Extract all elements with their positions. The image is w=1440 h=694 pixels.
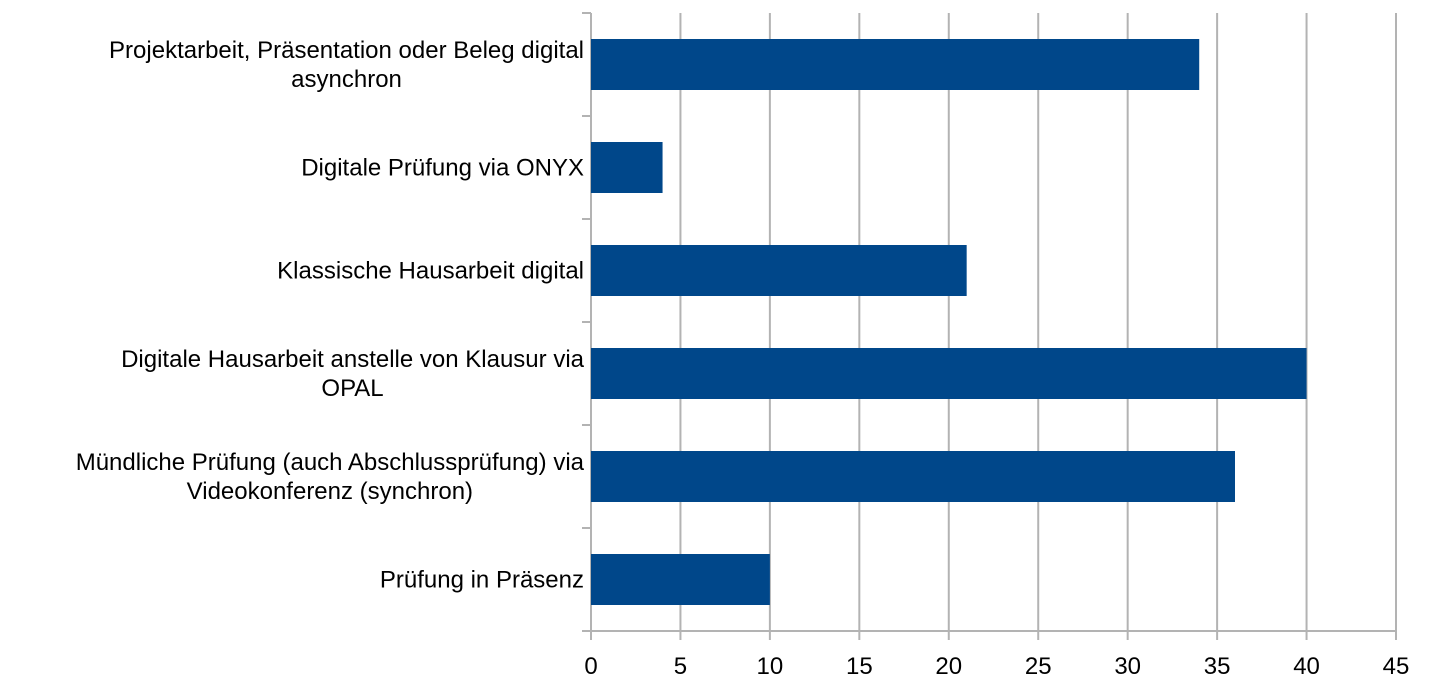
bar-3 bbox=[591, 348, 1307, 399]
x-tick-label: 10 bbox=[757, 653, 784, 680]
category-label-3: Digitale Hausarbeit anstelle von Klausur… bbox=[121, 346, 585, 402]
category-label-layer: Projektarbeit, Präsentation oder Beleg d… bbox=[76, 37, 585, 594]
grid-layer bbox=[679, 13, 1397, 631]
x-tick-label: 35 bbox=[1204, 653, 1231, 680]
bar-5 bbox=[591, 554, 770, 605]
category-label-line: Klassische Hausarbeit digital bbox=[277, 258, 584, 285]
category-label-line: Projektarbeit, Präsentation oder Beleg d… bbox=[109, 37, 584, 64]
x-tick-label: 40 bbox=[1293, 653, 1320, 680]
category-label-line: OPAL bbox=[321, 375, 383, 402]
category-label-5: Prüfung in Präsenz bbox=[380, 567, 584, 594]
bar-4 bbox=[591, 451, 1235, 502]
bar-2 bbox=[591, 245, 967, 296]
category-label-line: Mündliche Prüfung (auch Abschlussprüfung… bbox=[76, 449, 585, 476]
x-tick-label: 15 bbox=[846, 653, 873, 680]
category-label-line: asynchron bbox=[291, 66, 402, 93]
category-label-line: Digitale Hausarbeit anstelle von Klausur… bbox=[121, 346, 585, 373]
bar-layer bbox=[591, 39, 1307, 605]
x-tick-label: 0 bbox=[584, 653, 597, 680]
category-label-0: Projektarbeit, Präsentation oder Beleg d… bbox=[109, 37, 584, 93]
x-tick-label: 45 bbox=[1383, 653, 1410, 680]
axis-layer bbox=[582, 12, 1397, 640]
category-label-line: Digitale Prüfung via ONYX bbox=[301, 155, 584, 182]
bar-1 bbox=[591, 142, 663, 193]
bar-0 bbox=[591, 39, 1200, 90]
category-label-4: Mündliche Prüfung (auch Abschlussprüfung… bbox=[76, 449, 585, 505]
x-tick-label: 5 bbox=[674, 653, 687, 680]
x-tick-label: 30 bbox=[1114, 653, 1141, 680]
category-label-2: Klassische Hausarbeit digital bbox=[277, 258, 584, 285]
category-label-line: Prüfung in Präsenz bbox=[380, 567, 584, 594]
tick-label-layer: 0 5 10 15 20 25 30 35 40 45 bbox=[584, 653, 1409, 680]
x-tick-label: 20 bbox=[935, 653, 962, 680]
category-label-1: Digitale Prüfung via ONYX bbox=[301, 155, 584, 182]
category-label-line: Videokonferenz (synchron) bbox=[187, 478, 473, 505]
x-tick-label: 25 bbox=[1025, 653, 1052, 680]
